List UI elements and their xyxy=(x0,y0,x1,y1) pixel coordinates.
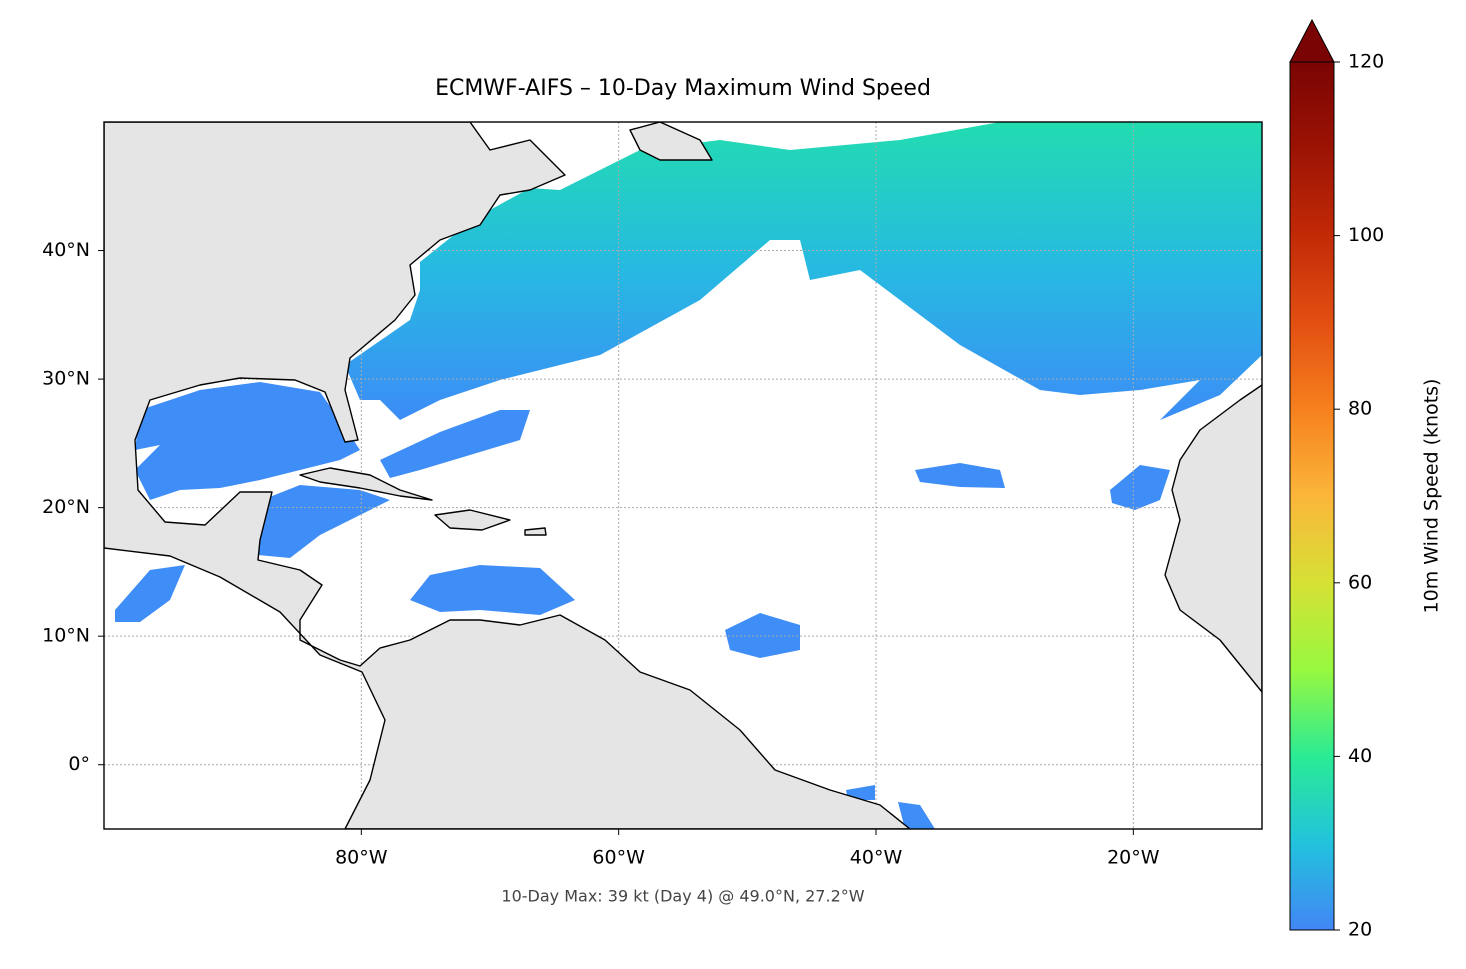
puerto-rico xyxy=(524,527,547,536)
colorbar-extension xyxy=(1289,18,1335,63)
colorbar-tick-label: 60 xyxy=(1348,571,1372,593)
land xyxy=(104,122,1262,829)
y-tick-label: 0° xyxy=(68,753,90,775)
colorbar-tick-label: 40 xyxy=(1348,745,1372,767)
colorbar xyxy=(1290,62,1334,930)
y-tick-label: 40°N xyxy=(42,239,90,261)
x-tick-label: 20°W xyxy=(1107,847,1160,869)
colorbar-tick-label: 20 xyxy=(1348,919,1372,941)
map-area xyxy=(104,122,1262,829)
americas xyxy=(104,122,911,829)
cuba xyxy=(299,467,433,501)
wind-field xyxy=(115,122,1262,829)
x-tick-label: 80°W xyxy=(335,847,388,869)
colorbar-tick-label: 120 xyxy=(1348,51,1384,73)
x-tick-label: 60°W xyxy=(592,847,645,869)
x-tick-label: 40°W xyxy=(850,847,903,869)
colorbar-label: 10m Wind Speed (knots) xyxy=(1421,379,1443,614)
map-title: ECMWF-AIFS – 10-Day Maximum Wind Speed xyxy=(435,76,931,101)
footnote: 10-Day Max: 39 kt (Day 4) @ 49.0°N, 27.2… xyxy=(501,887,864,906)
colorbar-frame xyxy=(1289,61,1335,931)
africa xyxy=(1164,384,1262,693)
map-frame xyxy=(103,121,1263,830)
y-tick-label: 10°N xyxy=(42,625,90,647)
hispaniola xyxy=(434,509,511,531)
colorbar-tick-label: 80 xyxy=(1348,398,1372,420)
newfoundland xyxy=(629,122,713,161)
y-tick-label: 30°N xyxy=(42,368,90,390)
y-tick-label: 20°N xyxy=(42,496,90,518)
colorbar-tick-label: 100 xyxy=(1348,224,1384,246)
